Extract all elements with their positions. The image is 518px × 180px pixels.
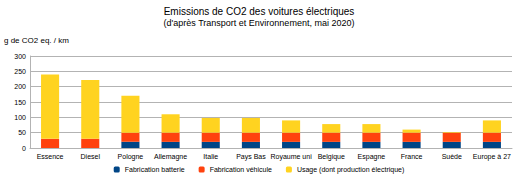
svg-text:150: 150 [14,99,26,106]
svg-text:(d'après Transport et Environn: (d'après Transport et Environnement, mai… [164,18,355,28]
svg-text:Usage (dont production électri: Usage (dont production électrique) [297,166,404,174]
svg-text:200: 200 [14,83,26,90]
svg-text:Europe à 27: Europe à 27 [473,153,511,161]
svg-text:Pologne: Pologne [118,153,144,161]
svg-text:Pays Bas: Pays Bas [236,153,266,161]
svg-text:250: 250 [14,68,26,75]
svg-text:Fabrication véhicule: Fabrication véhicule [210,166,272,173]
svg-text:France: France [401,153,423,160]
svg-text:Suède: Suède [442,153,462,160]
svg-text:0: 0 [22,145,26,152]
svg-text:300: 300 [14,53,26,60]
svg-text:Essence: Essence [37,153,64,160]
svg-text:Fabrication batterie: Fabrication batterie [125,166,185,173]
svg-text:Allemagne: Allemagne [154,153,187,161]
svg-text:100: 100 [14,114,26,121]
svg-text:Royaume uni: Royaume uni [270,153,312,161]
svg-text:g de CO2 eq. / km: g de CO2 eq. / km [4,36,69,45]
svg-text:50: 50 [18,129,26,136]
svg-text:Diesel: Diesel [81,153,101,160]
svg-text:Belgique: Belgique [318,153,345,161]
svg-text:Italie: Italie [203,153,218,160]
svg-text:Emissions de CO2 des voitures: Emissions de CO2 des voitures électrique… [164,6,355,17]
svg-text:Espagne: Espagne [358,153,386,161]
